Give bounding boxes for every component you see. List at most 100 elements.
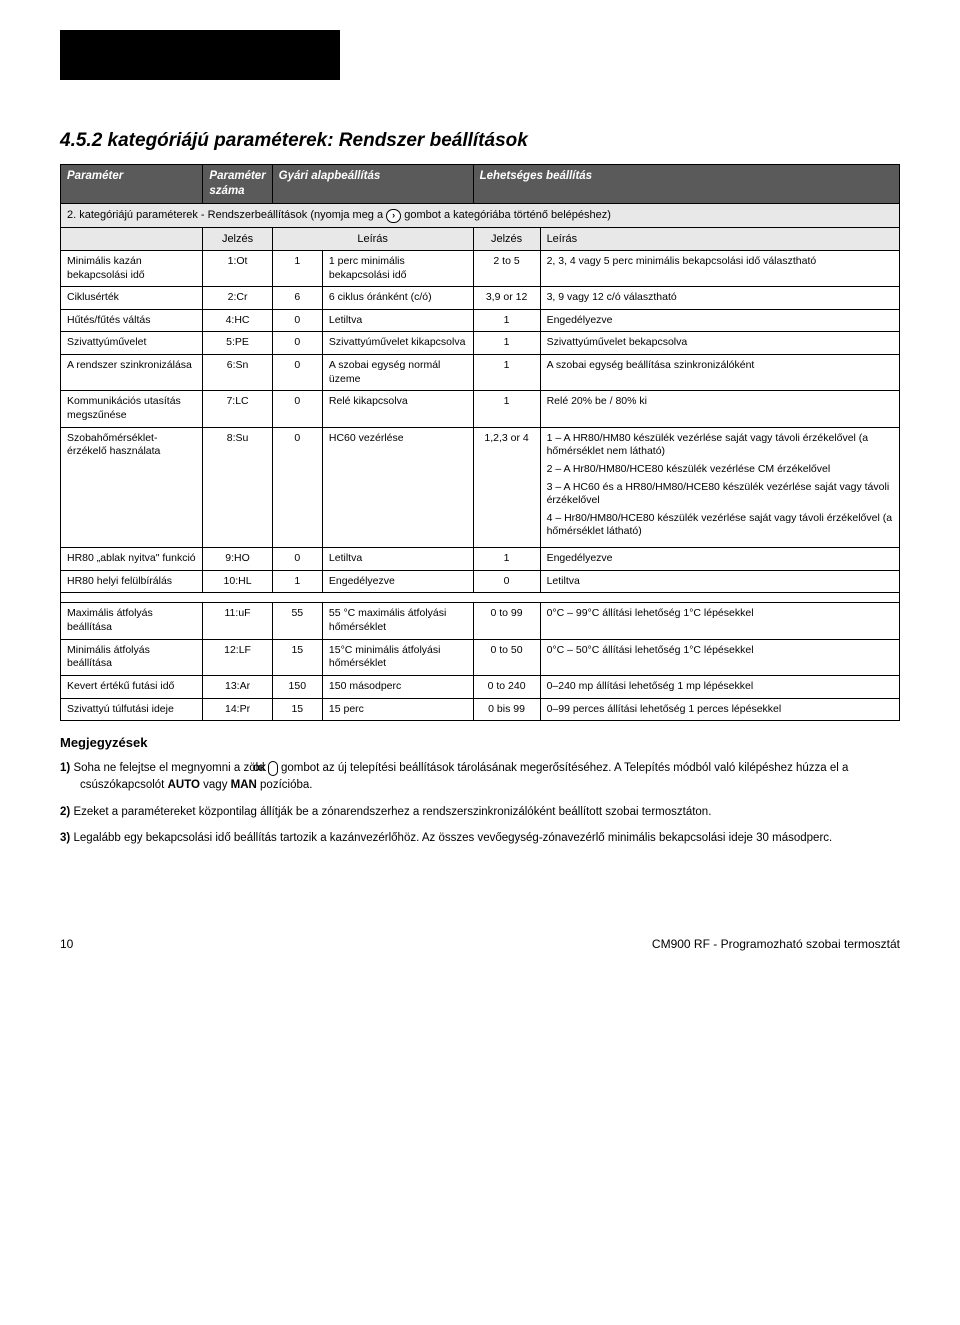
cell-def-desc: Letiltva [322, 309, 473, 332]
cell-param: Minimális átfolyás beállítása [61, 639, 203, 675]
table-row: Ciklusérték 2:Cr 6 6 ciklus óránként (c/… [61, 287, 900, 310]
cell-def-sign: 1 [272, 570, 322, 593]
cell-def-desc: 150 másodperc [322, 675, 473, 698]
subcolumn-row: Jelzés Leírás Jelzés Leírás [61, 227, 900, 250]
cell-def-sign: 0 [272, 548, 322, 571]
cell-opt-sign: 3,9 or 12 [473, 287, 540, 310]
cell-num: 1:Ot [203, 250, 272, 286]
cell-opt-sign: 1,2,3 or 4 [473, 427, 540, 547]
subcol-jelzes1: Jelzés [203, 227, 272, 250]
cell-opt-desc: A szobai egység beállítása szinkronizáló… [540, 355, 899, 391]
table-row: HR80 helyi felülbírálás 10:HL 1 Engedély… [61, 570, 900, 593]
subcol-jelzes2: Jelzés [473, 227, 540, 250]
cell-opt-sign: 1 [473, 548, 540, 571]
cell-opt-desc: Engedélyezve [540, 309, 899, 332]
cell-num: 4:HC [203, 309, 272, 332]
cell-opt-sign: 1 [473, 391, 540, 427]
th-param-number: Paraméter száma [203, 165, 272, 204]
cell-def-sign: 0 [272, 427, 322, 547]
note-num: 2) [60, 806, 70, 818]
cell-opt-desc: 0–240 mp állítási lehetőség 1 mp lépések… [540, 675, 899, 698]
note-bold: MAN [231, 779, 257, 791]
cell-opt-sign: 1 [473, 332, 540, 355]
cell-opt-desc: 0–99 perces állítási lehetőség 1 perces … [540, 698, 899, 721]
th-parameter: Paraméter [61, 165, 203, 204]
cell-param: Minimális kazán bekapcsolási idő [61, 250, 203, 286]
footer-title: CM900 RF - Programozható szobai termoszt… [652, 937, 900, 951]
notes-heading: Megjegyzések [60, 735, 900, 750]
table-row: Szivattyúművelet 5:PE 0 Szivattyúművelet… [61, 332, 900, 355]
cell-def-desc: 1 perc minimális bekapcsolási idő [322, 250, 473, 286]
cell-num: 14:Pr [203, 698, 272, 721]
cell-opt-desc: Szivattyúművelet bekapcsolva [540, 332, 899, 355]
cell-def-sign: 1 [272, 250, 322, 286]
cell-param: Szivattyúművelet [61, 332, 203, 355]
cell-def-sign: 0 [272, 332, 322, 355]
cell-def-sign: 150 [272, 675, 322, 698]
table-row: Kommunikációs utasítás megszűnése 7:LC 0… [61, 391, 900, 427]
cell-opt-sign: 0 bis 99 [473, 698, 540, 721]
notes-block: 1) Soha ne felejtse el megnyomni a zöld … [60, 760, 900, 847]
cell-opt-sign: 2 to 5 [473, 250, 540, 286]
cell-opt-sign: 0 to 50 [473, 639, 540, 675]
cell-num: 7:LC [203, 391, 272, 427]
cell-opt-sign: 0 to 99 [473, 603, 540, 639]
cell-opt-desc: Relé 20% be / 80% ki [540, 391, 899, 427]
cell-num: 8:Su [203, 427, 272, 547]
note-num: 1) [60, 762, 70, 774]
subcol-leiras1: Leírás [272, 227, 473, 250]
cell-def-sign: 55 [272, 603, 322, 639]
cell-param: Szivattyú túlfutási ideje [61, 698, 203, 721]
cell-num: 11:uF [203, 603, 272, 639]
cell-def-sign: 6 [272, 287, 322, 310]
cell-def-desc: 6 ciklus óránként (c/ó) [322, 287, 473, 310]
cell-def-sign: 15 [272, 698, 322, 721]
cell-def-desc: Relé kikapcsolva [322, 391, 473, 427]
table-row: Maximális átfolyás beállítása 11:uF 55 5… [61, 603, 900, 639]
cell-param: HR80 „ablak nyitva" funkció [61, 548, 203, 571]
cell-opt-sign: 1 [473, 309, 540, 332]
cell-def-desc: Letiltva [322, 548, 473, 571]
table-row: A rendszer szinkronizálása 6:Sn 0 A szob… [61, 355, 900, 391]
cell-opt-desc: 0°C – 50°C állítási lehetőség 1°C lépése… [540, 639, 899, 675]
header-color-bar [60, 30, 340, 80]
cell-num: 12:LF [203, 639, 272, 675]
note-text: Legalább egy bekapcsolási idő beállítás … [73, 832, 832, 844]
cell-def-desc: Engedélyezve [322, 570, 473, 593]
note-2: 2) Ezeket a paramétereket központilag ál… [60, 804, 900, 821]
table-header-row: Paraméter Paraméter száma Gyári alapbeál… [61, 165, 900, 204]
cell-def-sign: 0 [272, 391, 322, 427]
empty-cell [61, 227, 203, 250]
cell-num: 6:Sn [203, 355, 272, 391]
cell-param: Kevert értékű futási idő [61, 675, 203, 698]
th-default: Gyári alapbeállítás [272, 165, 473, 204]
page-footer: 10 CM900 RF - Programozható szobai termo… [60, 937, 900, 951]
cell-def-desc: Szivattyúművelet kikapcsolva [322, 332, 473, 355]
note-text: Ezeket a paramétereket központilag állít… [73, 806, 711, 818]
cell-def-sign: 0 [272, 309, 322, 332]
cell-param: A rendszer szinkronizálása [61, 355, 203, 391]
table-row: Kevert értékű futási idő 13:Ar 150 150 m… [61, 675, 900, 698]
note-num: 3) [60, 832, 70, 844]
cell-param: HR80 helyi felülbírálás [61, 570, 203, 593]
cell-param: Kommunikációs utasítás megszűnése [61, 391, 203, 427]
cell-num: 9:HO [203, 548, 272, 571]
cell-num: 5:PE [203, 332, 272, 355]
cell-opt-desc: 1 – A HR80/HM80 készülék vezérlése saját… [540, 427, 899, 547]
subhead-suffix: gombot a kategóriába történő belépéshez) [404, 209, 611, 221]
cell-def-sign: 0 [272, 355, 322, 391]
cell-opt-desc: 0°C – 99°C állítási lehetőség 1°C lépése… [540, 603, 899, 639]
category-subheader-row: 2. kategóriájú paraméterek - Rendszerbeá… [61, 203, 900, 227]
cell-def-desc: 15 perc [322, 698, 473, 721]
table-row: Szivattyú túlfutási ideje 14:Pr 15 15 pe… [61, 698, 900, 721]
section-heading: 4.5.2 kategóriájú paraméterek: Rendszer … [60, 130, 900, 152]
table-row: Szobahőmérséklet-érzékelő használata 8:S… [61, 427, 900, 547]
cell-param: Szobahőmérséklet-érzékelő használata [61, 427, 203, 547]
table-row: HR80 „ablak nyitva" funkció 9:HO 0 Letil… [61, 548, 900, 571]
table-row: Minimális átfolyás beállítása 12:LF 15 1… [61, 639, 900, 675]
arrow-icon: › [386, 209, 401, 223]
spacer-row [61, 593, 900, 603]
cell-def-desc: 15°C minimális átfolyási hőmérséklet [322, 639, 473, 675]
cell-num: 13:Ar [203, 675, 272, 698]
parameter-table: Paraméter Paraméter száma Gyári alapbeál… [60, 164, 900, 721]
